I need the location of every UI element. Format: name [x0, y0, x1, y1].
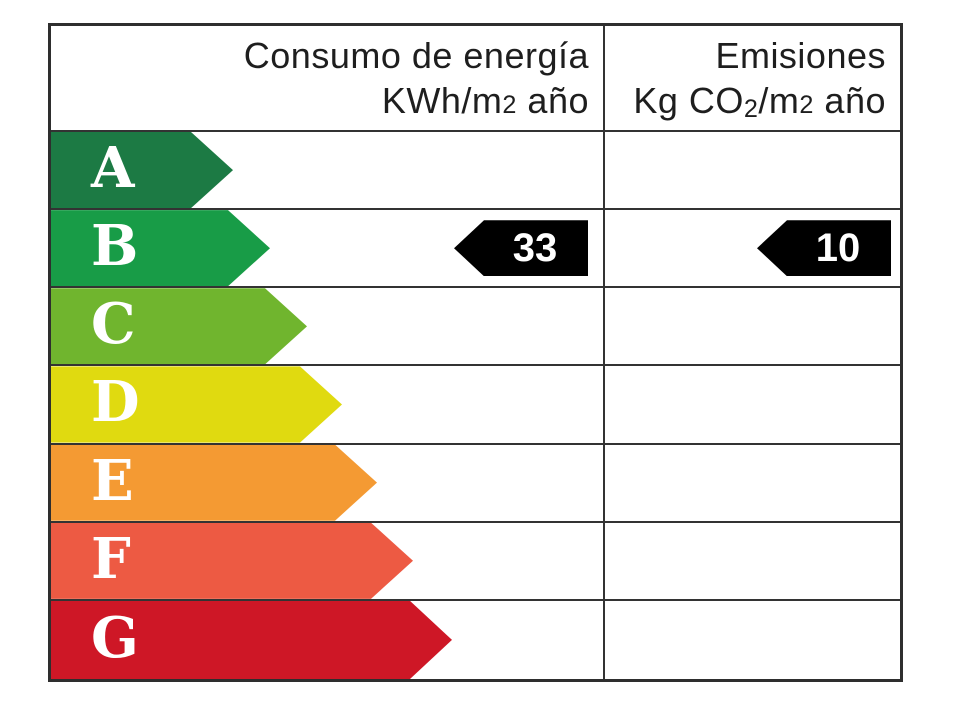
m2-exponent: 2 — [502, 90, 517, 119]
rating-letter-e: E — [91, 447, 134, 514]
emissions-value: 10 — [815, 225, 861, 270]
row-d-emissions — [605, 366, 900, 445]
row-b-emissions: 10 — [605, 210, 900, 289]
row-a-emissions — [605, 132, 900, 211]
header-consumption-line2: KWh/m2 año — [381, 79, 589, 121]
rating-letter-d: D — [91, 369, 140, 436]
m2-exponent: 2 — [799, 90, 814, 119]
rating-band-b: B — [51, 210, 270, 286]
consumption-value: 33 — [512, 225, 558, 270]
row-g-consumption: G — [51, 600, 605, 679]
rating-letter-g: G — [91, 604, 139, 671]
header-consumption-line1: Consumo de energía — [243, 34, 589, 76]
row-a-consumption: A — [51, 132, 605, 211]
rating-band-a: A — [51, 132, 233, 208]
rating-band-d: D — [51, 366, 342, 442]
rating-band-e: E — [51, 445, 377, 521]
rating-letter-a: A — [91, 135, 135, 202]
rating-letter-c: C — [91, 291, 136, 358]
row-g-emissions — [605, 601, 900, 679]
header-emissions-line2: Kg CO2/m2 año — [633, 79, 886, 124]
rating-band-c: C — [51, 288, 307, 364]
emissions-value-arrow: 10 — [757, 220, 891, 277]
consumption-value-arrow: 33 — [454, 220, 588, 277]
row-d-consumption: D — [51, 366, 605, 445]
rating-band-g: G — [51, 601, 452, 679]
header-emissions: Emisiones Kg CO2/m2 año — [605, 26, 900, 132]
energy-label-table: Consumo de energía KWh/m2 año Emisiones … — [48, 23, 903, 682]
row-e-emissions — [605, 445, 900, 523]
row-c-emissions — [605, 288, 900, 367]
rating-letter-f: F — [91, 525, 131, 592]
row-b-consumption: B 33 — [51, 210, 605, 289]
co2-subscript: 2 — [743, 95, 759, 124]
row-f-consumption: F — [51, 522, 605, 601]
rating-letter-b: B — [91, 213, 139, 280]
header-consumption: Consumo de energía KWh/m2 año — [51, 26, 605, 132]
row-f-emissions — [605, 523, 900, 601]
row-e-consumption: E — [51, 444, 605, 523]
row-c-consumption: C — [51, 288, 605, 367]
header-emissions-line1: Emisiones — [715, 34, 886, 76]
rating-band-f: F — [51, 523, 413, 599]
